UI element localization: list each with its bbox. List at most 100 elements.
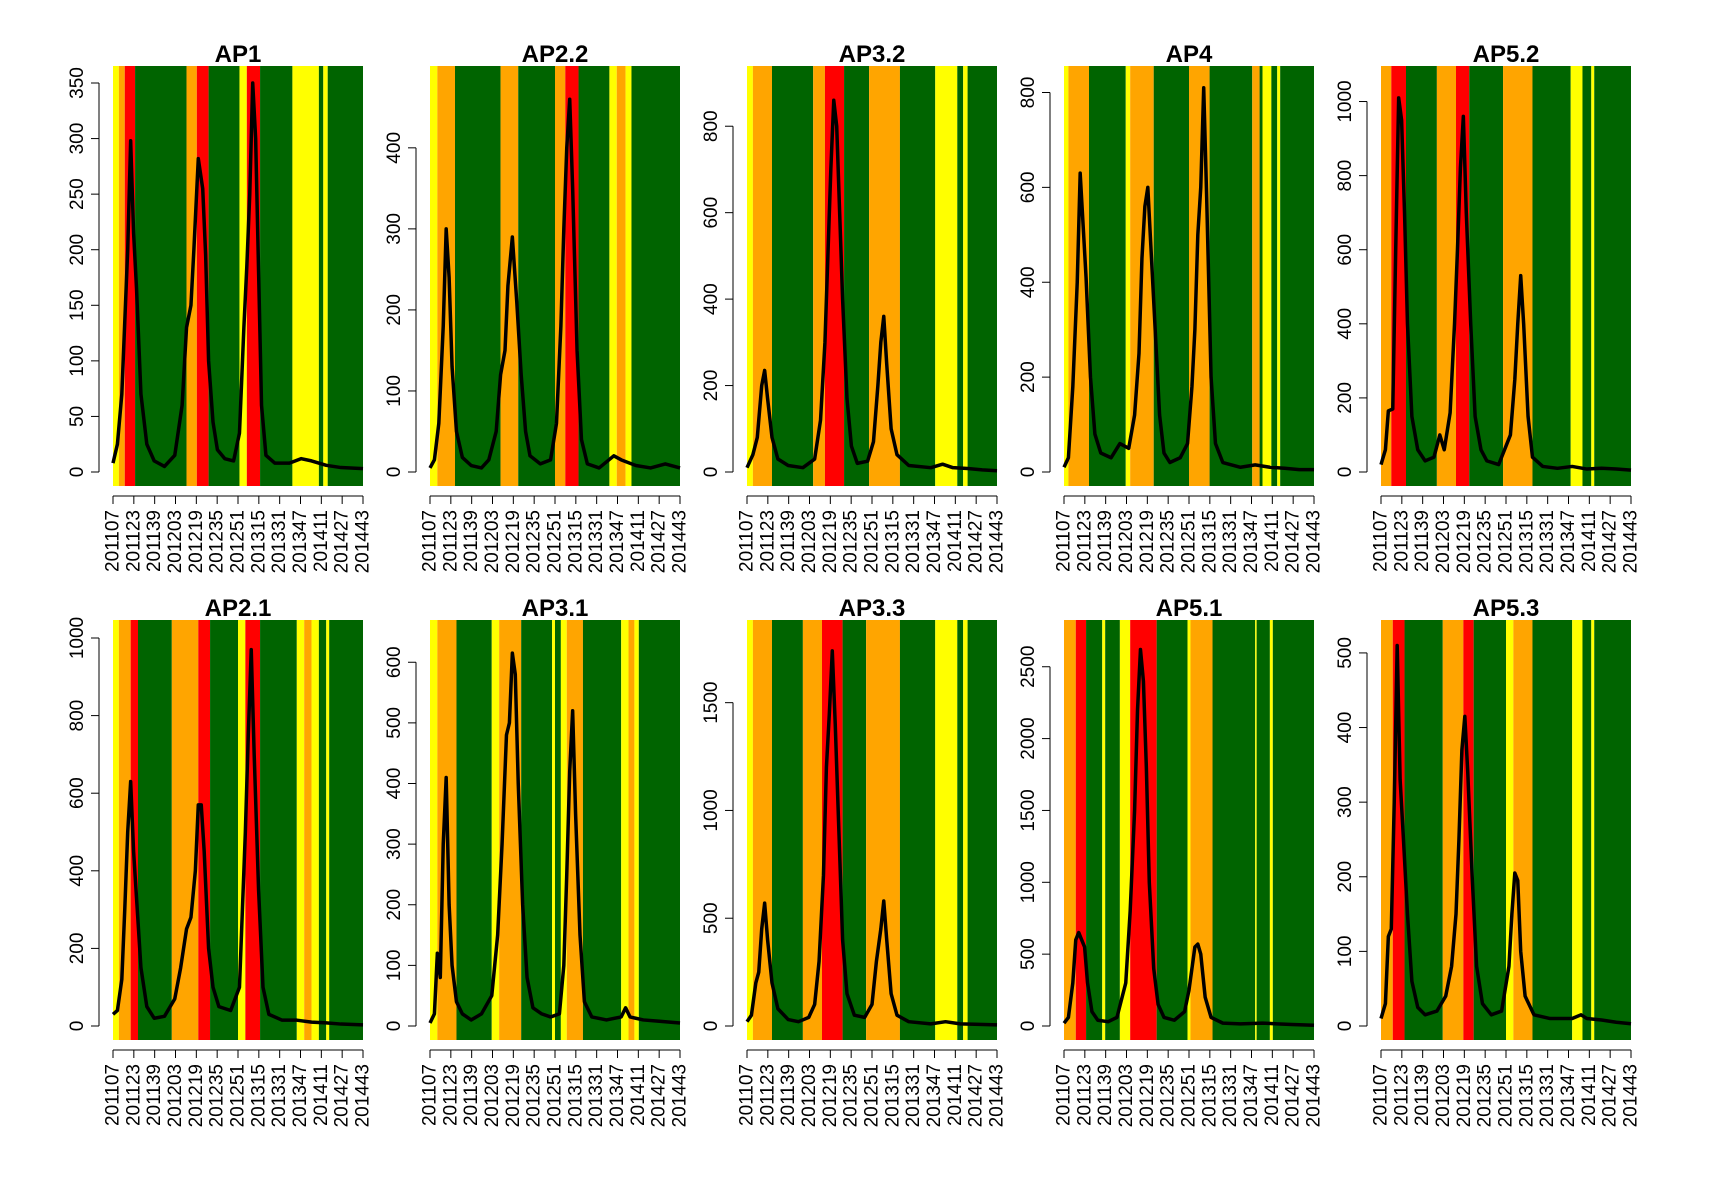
x-tick-label: 201331: [903, 510, 924, 573]
band-low: [210, 620, 238, 1040]
x-tick-label: 201411: [311, 510, 332, 572]
x-tick-label: 201427: [1600, 1064, 1621, 1127]
y-tick-label: 1000: [1335, 80, 1356, 122]
y-tick-label: 100: [1335, 936, 1356, 968]
x-tick-label: 201251: [862, 1064, 883, 1127]
band-low: [582, 620, 622, 1040]
x-tick-label: 201139: [1412, 510, 1433, 572]
x-tick-label: 201315: [565, 1064, 586, 1127]
x-tick-label: 201235: [841, 1064, 862, 1127]
x-tick-label: 201107: [1054, 510, 1075, 572]
x-tick-label: 201411: [628, 1064, 649, 1126]
x-tick-label: 201443: [1621, 510, 1642, 573]
x-tick-label: 201235: [1475, 1064, 1496, 1127]
x-axis: 201107 201123 201139 201203 201219 201235 2012…: [1054, 1049, 1325, 1127]
y-tick-label: 400: [1335, 712, 1356, 744]
x-tick-label: 201123: [440, 1064, 461, 1126]
x-tick-label: 201443: [1304, 510, 1325, 573]
band-high: [628, 620, 635, 1040]
band-high: [1381, 620, 1393, 1040]
x-tick-label: 201315: [1199, 510, 1220, 573]
y-tick-label: 1000: [67, 617, 88, 659]
band-low: [842, 620, 867, 1040]
band-low: [957, 66, 964, 486]
x-tick-label: 201107: [737, 510, 758, 572]
band-low: [318, 66, 324, 486]
band-high: [1252, 66, 1260, 486]
band-low: [899, 66, 936, 486]
y-tick-label: 300: [384, 828, 405, 860]
x-tick-label: 201411: [1262, 510, 1283, 572]
x-tick-label: 201331: [269, 510, 290, 573]
y-tick-label: 200: [67, 933, 88, 965]
band-medium: [1591, 620, 1595, 1040]
series-line: [745, 649, 998, 1027]
panel-title: AP4: [1166, 41, 1213, 68]
band-low: [1473, 620, 1506, 1040]
x-tick-label: 201411: [945, 510, 966, 572]
band-medium: [634, 620, 639, 1040]
y-tick-label: 600: [384, 646, 405, 678]
x-tick-label: 201443: [1621, 1064, 1642, 1127]
chart-panel-ap2-1: AP2.1 0 200 400 600 800 1000 201107 201123 201139…: [67, 595, 374, 1127]
x-tick-label: 201411: [311, 1064, 332, 1126]
y-tick-label: 800: [1018, 77, 1039, 109]
band-high: [1513, 620, 1533, 1040]
y-axis: 0 100 200 300 400: [384, 132, 417, 477]
band-low: [1156, 620, 1188, 1040]
x-tick-label: 201139: [1095, 510, 1116, 572]
x-tick-label: 201139: [1412, 1064, 1433, 1126]
band-low: [578, 66, 610, 486]
panel-title: AP1: [215, 41, 262, 68]
band-medium: [621, 620, 629, 1040]
x-tick-label: 201203: [165, 1064, 186, 1127]
y-tick-label: 400: [384, 768, 405, 800]
x-tick-label: 201107: [1371, 1064, 1392, 1126]
x-tick-label: 201123: [757, 1064, 778, 1126]
x-tick-label: 201123: [1391, 510, 1412, 572]
x-tick-label: 201235: [524, 510, 545, 573]
x-tick-label: 201219: [503, 510, 524, 573]
x-tick-label: 201251: [545, 1064, 566, 1127]
x-tick-label: 201443: [1304, 1064, 1325, 1127]
band-low: [772, 620, 803, 1040]
x-tick-label: 201315: [1199, 1064, 1220, 1127]
band-low: [631, 66, 680, 486]
y-axis: 0 500 1000 1500: [701, 682, 734, 1031]
band-medium: [239, 66, 247, 486]
x-tick-label: 201443: [353, 1064, 374, 1127]
band-low: [1594, 66, 1631, 486]
y-tick-label: 300: [384, 213, 405, 245]
band-medium: [292, 66, 319, 486]
band-high: [304, 620, 312, 1040]
y-tick-label: 0: [384, 1021, 405, 1032]
x-tick-label: 201411: [628, 510, 649, 572]
x-tick-label: 201123: [1391, 1064, 1412, 1126]
x-tick-label: 201235: [207, 1064, 228, 1127]
band-medium: [625, 66, 632, 486]
band-medium: [552, 620, 555, 1040]
y-tick-label: 100: [67, 345, 88, 377]
band-medium: [323, 66, 328, 486]
y-tick-label: 800: [701, 110, 722, 142]
band-medium: [1255, 620, 1257, 1040]
band-low: [455, 66, 501, 486]
band-low: [555, 620, 561, 1040]
x-tick-label: 201203: [1433, 510, 1454, 573]
x-tick-label: 201123: [1074, 510, 1095, 572]
x-tick-label: 201219: [1137, 1064, 1158, 1127]
y-tick-label: 200: [384, 889, 405, 921]
y-tick-label: 150: [67, 289, 88, 321]
panel-title: AP5.2: [1473, 41, 1540, 68]
y-tick-label: 500: [1335, 637, 1356, 669]
series-line: [1062, 647, 1315, 1028]
y-tick-label: 2500: [1018, 646, 1039, 688]
band-low: [1280, 66, 1314, 486]
band-high: [813, 66, 825, 486]
band-medium: [1125, 66, 1131, 486]
band-low: [1532, 620, 1573, 1040]
y-axis: 0 200 400 600 800 1000: [67, 617, 100, 1031]
x-tick-label: 201427: [332, 510, 353, 573]
